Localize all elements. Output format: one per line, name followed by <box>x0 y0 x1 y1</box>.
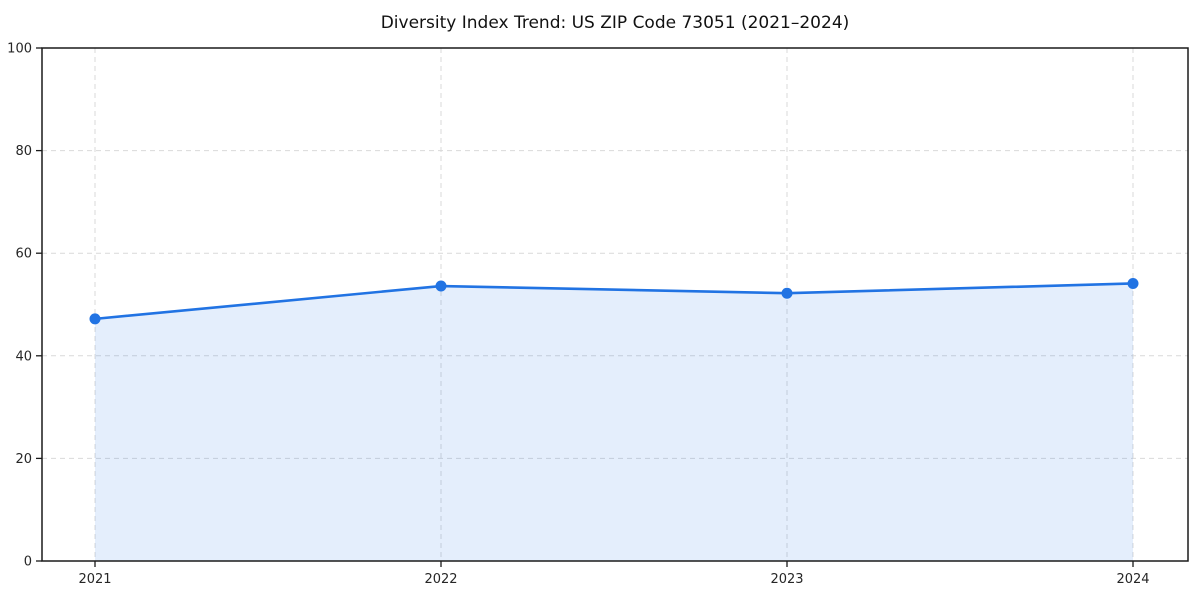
y-tick-label: 60 <box>15 247 32 262</box>
x-tick-label: 2023 <box>770 572 803 587</box>
x-tick-label: 2021 <box>78 572 111 587</box>
data-point <box>89 313 101 325</box>
y-tick-label: 100 <box>7 42 32 57</box>
plot-border <box>41 47 1189 562</box>
y-tick-label: 20 <box>15 452 32 467</box>
x-tick-label: 2022 <box>424 572 457 587</box>
trend-line <box>93 282 1135 321</box>
y-tick-label: 40 <box>15 349 32 364</box>
data-point <box>435 280 447 292</box>
y-tick-label: 0 <box>24 555 32 570</box>
data-point <box>781 287 793 299</box>
area-fill <box>95 283 1133 561</box>
data-point <box>1127 277 1139 289</box>
x-tick-label: 2024 <box>1116 572 1149 587</box>
chart-title: Diversity Index Trend: US ZIP Code 73051… <box>380 13 850 33</box>
y-tick-label: 80 <box>15 144 32 159</box>
